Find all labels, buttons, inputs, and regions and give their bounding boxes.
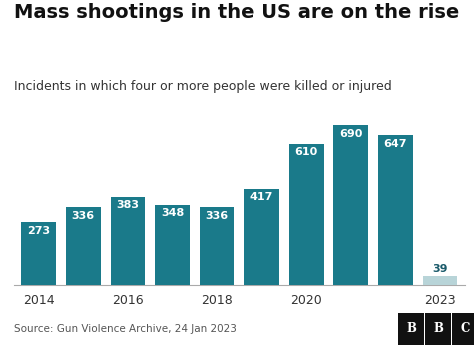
Text: 610: 610 — [295, 147, 318, 157]
Bar — [289, 144, 324, 285]
Text: B: B — [433, 322, 443, 335]
Text: Source: Gun Violence Archive, 24 Jan 2023: Source: Gun Violence Archive, 24 Jan 202… — [14, 324, 237, 334]
Bar — [423, 276, 457, 285]
Bar — [110, 197, 146, 285]
Text: 39: 39 — [432, 264, 448, 274]
Text: B: B — [406, 322, 416, 335]
Bar — [333, 125, 368, 285]
Bar — [378, 135, 413, 285]
Text: C: C — [461, 322, 470, 335]
Text: 417: 417 — [250, 192, 273, 202]
Text: 383: 383 — [117, 200, 139, 210]
Bar — [200, 207, 235, 285]
Text: 336: 336 — [206, 211, 228, 221]
Bar — [66, 207, 100, 285]
Text: 690: 690 — [339, 129, 363, 139]
Text: 273: 273 — [27, 226, 50, 236]
Bar — [21, 222, 56, 285]
Text: 336: 336 — [72, 211, 95, 221]
Bar — [155, 205, 190, 285]
Text: 647: 647 — [383, 139, 407, 149]
Text: 348: 348 — [161, 208, 184, 218]
Bar — [244, 189, 279, 285]
Text: Mass shootings in the US are on the rise: Mass shootings in the US are on the rise — [14, 3, 459, 23]
Text: Incidents in which four or more people were killed or injured: Incidents in which four or more people w… — [14, 80, 392, 93]
